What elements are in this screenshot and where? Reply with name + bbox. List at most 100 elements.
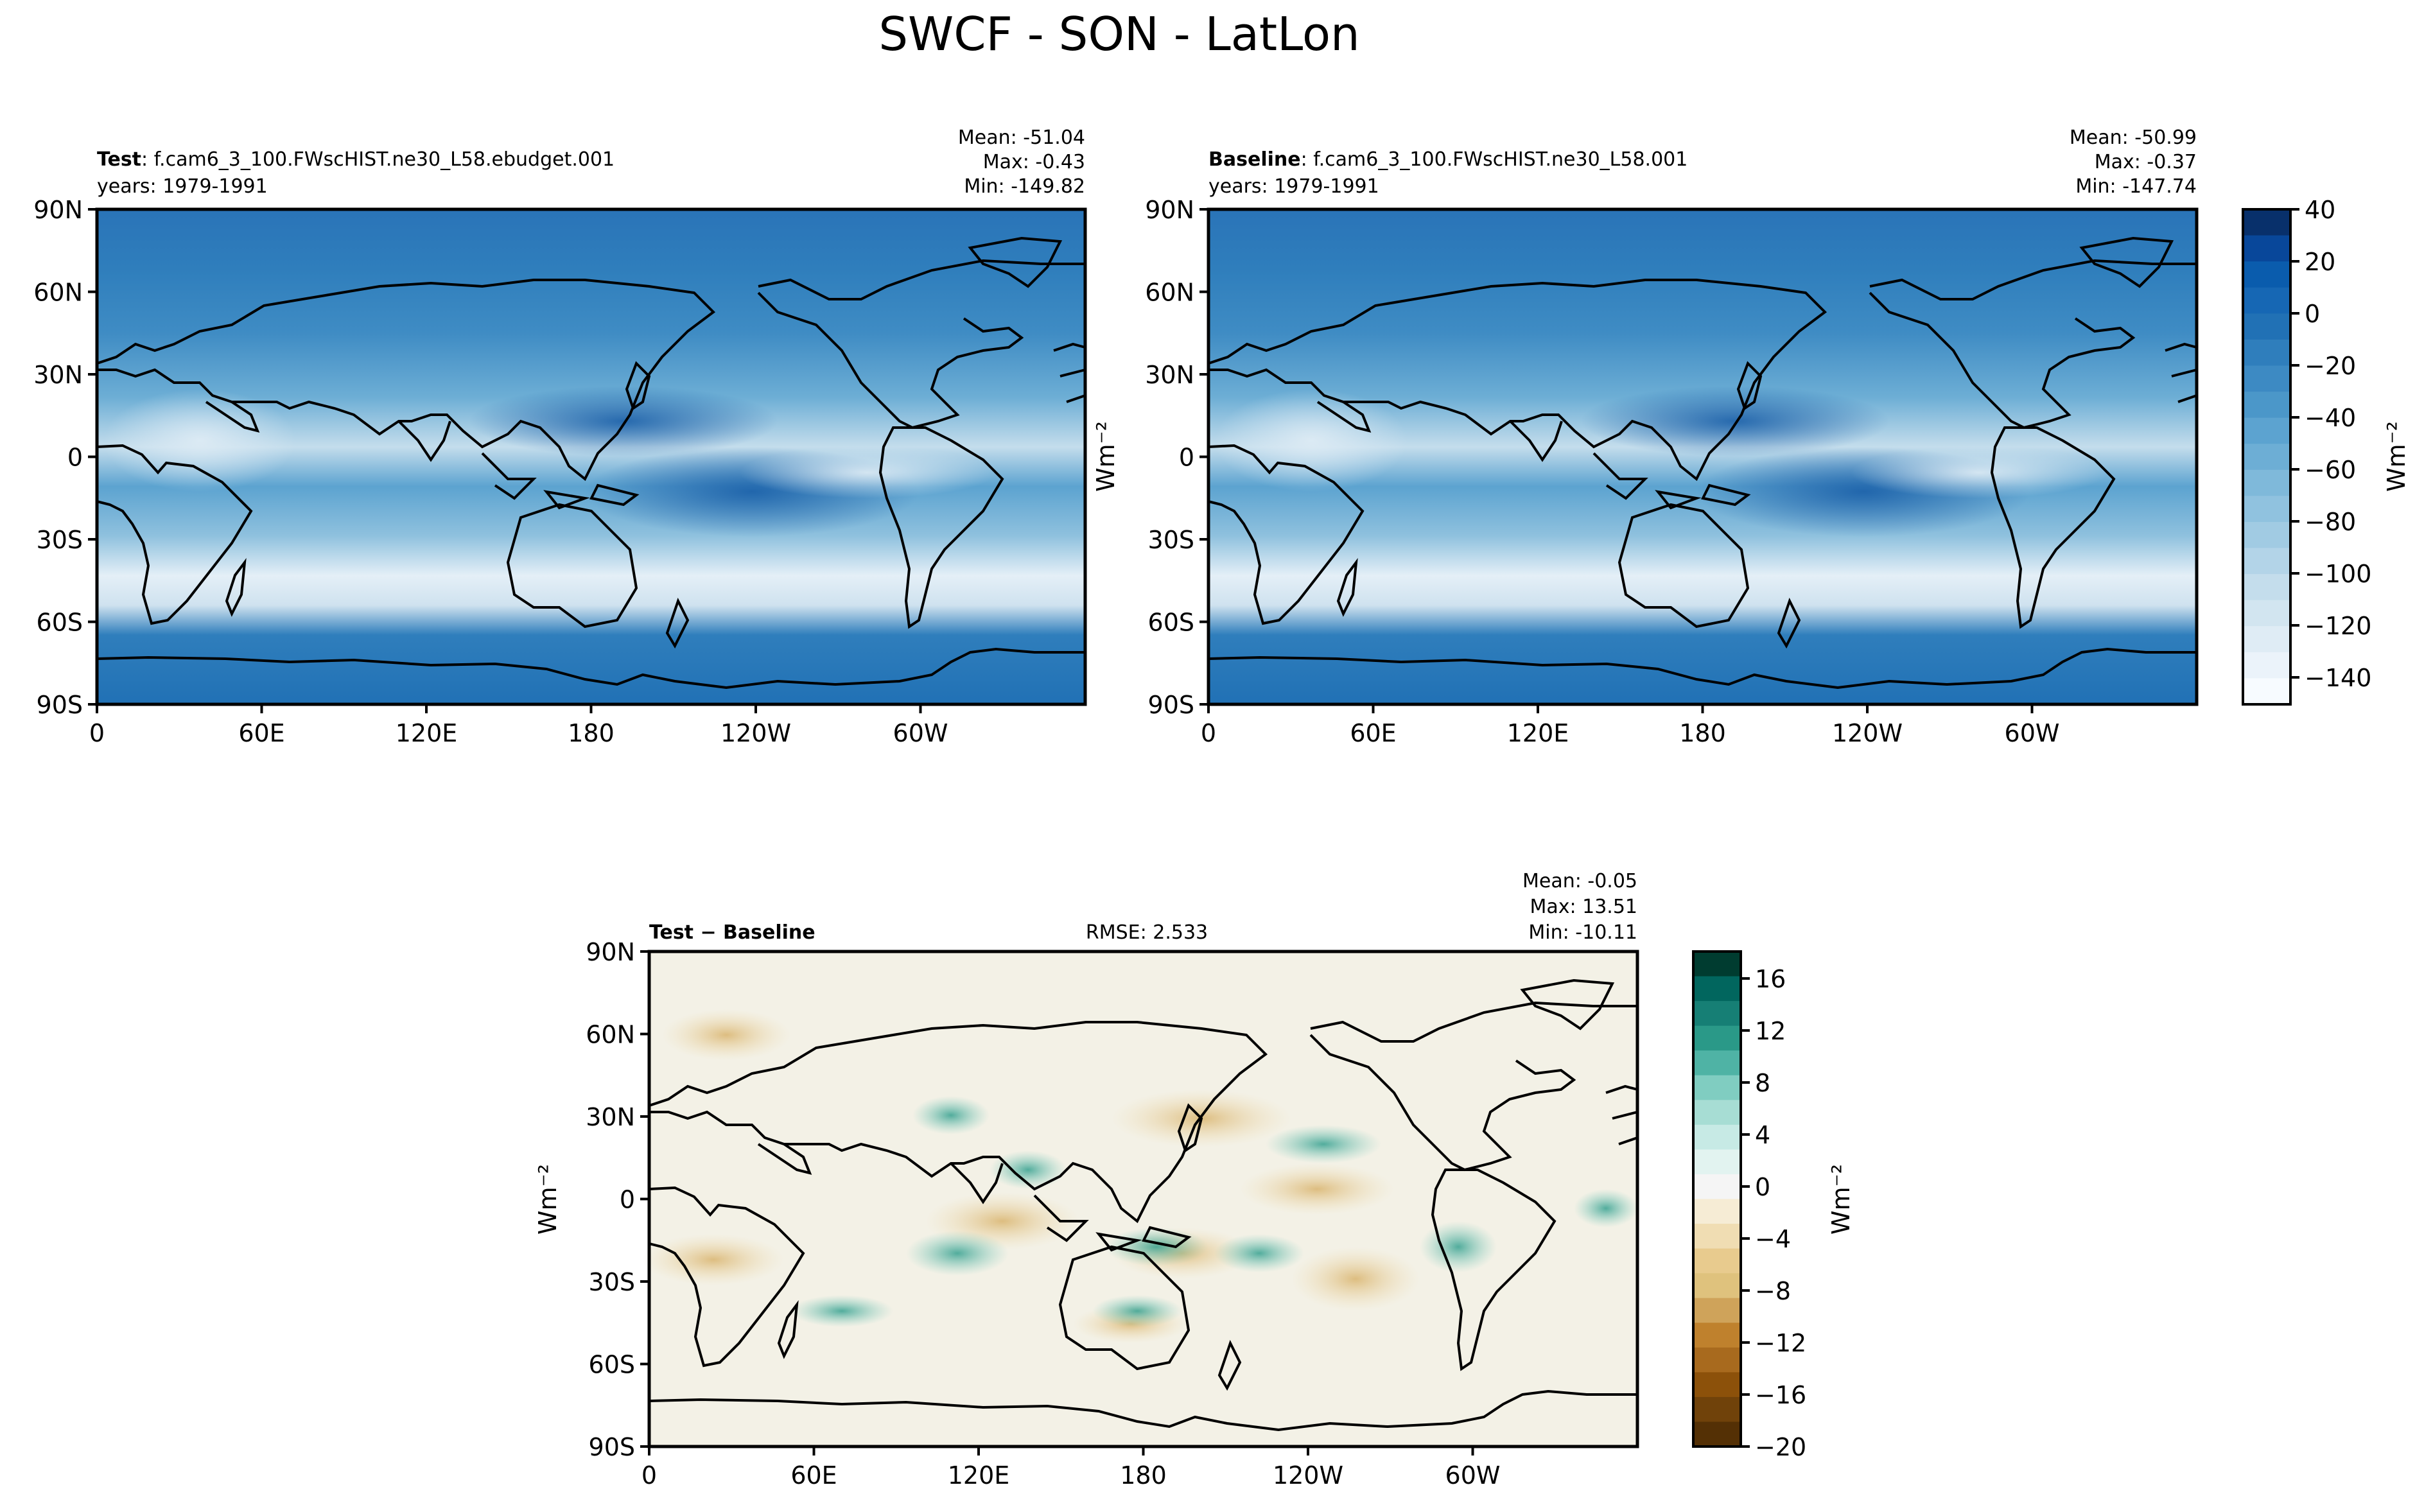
test-label-bold: Test: [97, 148, 141, 171]
diff-anomaly: [990, 1151, 1067, 1189]
lon-tick-label: 120E: [1507, 719, 1569, 747]
colorbar-swatch: [2243, 313, 2290, 340]
colorbar-tick-label: −100: [2305, 560, 2371, 588]
lon-tick-label: 60E: [1350, 719, 1396, 747]
colorbar-swatch: [2243, 339, 2290, 366]
colorbar-swatch: [1693, 1025, 1741, 1051]
lat-tick-label: 60N: [33, 279, 83, 307]
lat-tick-label: 30N: [586, 1103, 635, 1131]
colorbar-swatch: [1693, 1248, 1741, 1274]
colorbar-tick-label: 40: [2305, 196, 2335, 224]
lon-tick-label: 120W: [1273, 1461, 1343, 1490]
diff-field: [649, 952, 1637, 1447]
lat-tick-label: 30S: [37, 526, 83, 554]
colorbar-swatch: [2243, 392, 2290, 419]
lat-tick-label: 0: [67, 444, 83, 472]
figure-title: SWCF - SON - LatLon: [878, 7, 1359, 61]
colorbar-tick-label: −140: [2305, 664, 2371, 692]
lat-tick-label: 90N: [33, 196, 83, 224]
colorbar-swatch: [1693, 1224, 1741, 1249]
lon-tick-label: 120W: [1832, 719, 1903, 747]
diff-min: Min: -10.11: [1528, 921, 1637, 944]
main-colorbar-ticks: 40 20 0 −20 −40 −60 −80 −100 −120 −140: [2290, 196, 2371, 692]
baseline-panel: 90N 60N 30N 0 30S 60S 90S 0 60E 120E 180 120W 60W: [1145, 196, 2199, 747]
colorbar-tick-label: 8: [1755, 1069, 1770, 1097]
test-lat-ticks: 90N 60N 30N 0 30S 60S 90S: [33, 196, 97, 719]
lon-tick-label: 180: [1120, 1461, 1167, 1490]
colorbar-swatch: [1693, 976, 1741, 1002]
lat-tick-label: 90S: [1148, 691, 1194, 719]
lon-tick-label: 120E: [396, 719, 458, 747]
lat-tick-label: 0: [620, 1186, 635, 1214]
diff-panel: 90N 60N 30N 0 30S 60S 90S 0 60E 120E 180 120W 60W: [586, 938, 1639, 1490]
lat-tick-label: 30S: [1148, 526, 1194, 554]
test-field-blob: [469, 386, 778, 456]
diff-colorbar-swatches: [1693, 952, 1741, 1447]
diff-mean: Mean: -0.05: [1522, 870, 1637, 892]
test-lon-ticks: 0 60E 120E 180 120W 60W: [89, 704, 948, 747]
colorbar-tick-label: −120: [2305, 612, 2371, 640]
colorbar-swatch: [2243, 626, 2290, 653]
lon-tick-label: 0: [89, 719, 105, 747]
colorbar-swatch: [2243, 600, 2290, 627]
diff-anomaly: [1420, 1221, 1497, 1273]
lon-tick-label: 0: [1201, 719, 1216, 747]
colorbar-tick-label: −4: [1755, 1225, 1791, 1253]
colorbar-swatch: [1693, 1323, 1741, 1348]
lon-tick-label: 60W: [2005, 719, 2060, 747]
lon-tick-label: 60E: [790, 1461, 837, 1490]
baseline-label: Baseline: f.cam6_3_100.FWscHIST.ne30_L58…: [1208, 148, 1687, 171]
lat-tick-label: 90S: [37, 691, 83, 719]
lat-tick-label: 30N: [33, 361, 83, 389]
colorbar-swatch: [2243, 287, 2290, 314]
lat-tick-label: 60N: [586, 1021, 635, 1049]
colorbar-swatch: [1693, 1050, 1741, 1076]
main-colorbar-frame: [2242, 208, 2292, 706]
colorbar-tick-label: 12: [1755, 1017, 1786, 1045]
lat-tick-label: 90N: [586, 938, 635, 966]
test-units-label: Wm⁻²: [1092, 421, 1120, 492]
colorbar-swatch: [1693, 1347, 1741, 1373]
colorbar-tick-label: −80: [2305, 508, 2356, 536]
colorbar-swatch: [2243, 444, 2290, 471]
lat-tick-label: 60S: [1148, 609, 1194, 637]
lon-tick-label: 60W: [893, 719, 948, 747]
colorbar-swatch: [1693, 1075, 1741, 1100]
diff-lon-ticks: 0 60E 120E 180 120W 60W: [641, 1447, 1500, 1490]
baseline-max: Max: -0.37: [2095, 151, 2197, 173]
diff-anomaly: [906, 1231, 1009, 1276]
test-field-blob: [739, 447, 996, 498]
diff-colorbar-frame: [1692, 950, 1742, 1448]
colorbar-swatch: [2243, 261, 2290, 288]
test-label: Test: f.cam6_3_100.FWscHIST.ne30_L58.ebu…: [97, 148, 615, 171]
baseline-field-blob: [1581, 386, 1889, 456]
lon-tick-label: 180: [1679, 719, 1726, 747]
test-mean: Mean: -51.04: [958, 126, 1085, 149]
colorbar-tick-label: −20: [2305, 352, 2356, 380]
colorbar-swatch: [1693, 1421, 1741, 1447]
lon-tick-label: 60E: [238, 719, 284, 747]
diff-colorbar-label: Wm⁻²: [1827, 1164, 1855, 1235]
diff-anomaly: [643, 1234, 784, 1285]
colorbar-swatch: [1693, 1174, 1741, 1199]
baseline-min: Min: -147.74: [2075, 175, 2197, 198]
colorbar-swatch: [2243, 235, 2290, 262]
diff-label: Test − Baseline: [649, 921, 815, 944]
colorbar-tick-label: −16: [1755, 1381, 1806, 1409]
lat-tick-label: 0: [1179, 444, 1194, 472]
colorbar-swatch: [1693, 1298, 1741, 1323]
diff-anomaly: [1092, 1295, 1182, 1327]
diff-anomaly: [790, 1295, 893, 1327]
colorbar-swatch: [2243, 678, 2290, 705]
colorbar-tick-label: −8: [1755, 1277, 1791, 1305]
test-field-blob: [103, 389, 296, 492]
lon-tick-label: 180: [568, 719, 615, 747]
lat-tick-label: 90N: [1145, 196, 1194, 224]
baseline-field-blob: [1851, 447, 2107, 498]
colorbar-swatch: [1693, 1199, 1741, 1224]
main-colorbar-label: Wm⁻²: [2382, 421, 2411, 492]
colorbar-swatch: [1693, 1396, 1741, 1422]
colorbar-swatch: [1693, 1149, 1741, 1175]
diff-anomaly: [1214, 1234, 1304, 1273]
colorbar-tick-label: 16: [1755, 965, 1786, 993]
